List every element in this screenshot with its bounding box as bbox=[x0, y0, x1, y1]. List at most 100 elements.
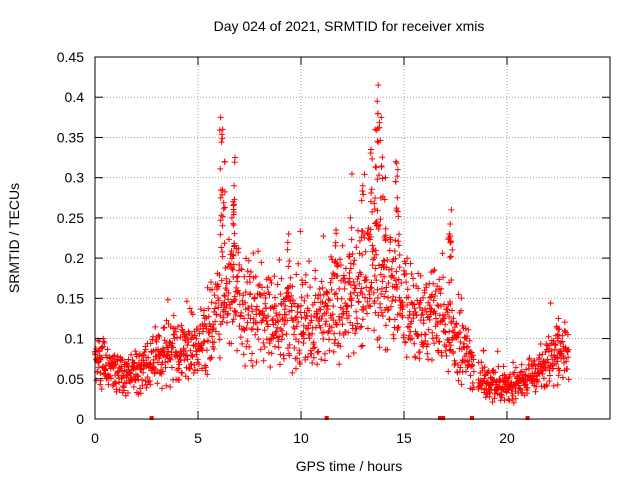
data-point bbox=[361, 294, 368, 301]
data-point bbox=[123, 380, 130, 387]
data-point bbox=[97, 369, 104, 376]
data-point bbox=[297, 228, 304, 235]
data-point bbox=[372, 309, 379, 316]
data-point bbox=[216, 354, 223, 361]
data-point bbox=[225, 296, 232, 303]
data-point bbox=[470, 368, 477, 375]
data-point bbox=[279, 327, 286, 334]
data-point bbox=[195, 361, 202, 368]
data-point bbox=[249, 308, 256, 315]
data-point bbox=[385, 306, 392, 313]
data-point bbox=[365, 302, 372, 309]
data-point bbox=[457, 364, 464, 371]
data-point bbox=[382, 225, 389, 232]
data-point bbox=[559, 332, 566, 339]
data-point bbox=[350, 350, 357, 357]
chart-title: Day 024 of 2021, SRMTID for receiver xmi… bbox=[214, 18, 485, 34]
data-point bbox=[273, 302, 280, 309]
data-point bbox=[299, 277, 306, 284]
data-point bbox=[300, 335, 307, 342]
data-point bbox=[351, 289, 358, 296]
data-point bbox=[246, 273, 253, 280]
data-point bbox=[211, 339, 218, 346]
data-point bbox=[551, 341, 558, 348]
data-point bbox=[228, 255, 235, 262]
data-point bbox=[119, 355, 126, 362]
data-point bbox=[165, 348, 172, 355]
data-point bbox=[225, 236, 232, 243]
data-point bbox=[530, 373, 537, 380]
data-point bbox=[338, 295, 345, 302]
data-point bbox=[369, 155, 376, 162]
data-point bbox=[511, 369, 518, 376]
data-point bbox=[166, 355, 173, 362]
data-point bbox=[215, 297, 222, 304]
data-point bbox=[261, 343, 268, 350]
data-point bbox=[543, 341, 550, 348]
data-point bbox=[218, 244, 225, 251]
data-point bbox=[385, 294, 392, 301]
data-point bbox=[161, 324, 168, 331]
data-point bbox=[457, 329, 464, 336]
data-point bbox=[219, 213, 226, 220]
data-point bbox=[227, 305, 234, 312]
data-point bbox=[564, 331, 571, 338]
data-point bbox=[434, 347, 441, 354]
data-point bbox=[217, 194, 224, 201]
data-point bbox=[419, 307, 426, 314]
data-point bbox=[456, 345, 463, 352]
data-point bbox=[302, 271, 309, 278]
data-point bbox=[160, 346, 167, 353]
data-point bbox=[457, 339, 464, 346]
data-point bbox=[257, 346, 264, 353]
data-point bbox=[167, 384, 174, 391]
data-point bbox=[284, 345, 291, 352]
data-point bbox=[161, 337, 168, 344]
data-point bbox=[485, 386, 492, 393]
data-point bbox=[453, 321, 460, 328]
data-point bbox=[308, 317, 315, 324]
bottom-marker bbox=[438, 416, 443, 420]
data-point bbox=[268, 280, 275, 287]
data-point bbox=[282, 311, 289, 318]
data-point bbox=[183, 298, 190, 305]
data-point bbox=[157, 351, 164, 358]
data-point bbox=[495, 363, 502, 370]
data-point bbox=[373, 277, 380, 284]
data-point bbox=[216, 331, 223, 338]
data-point bbox=[369, 262, 376, 269]
data-point bbox=[348, 170, 355, 177]
data-point bbox=[340, 275, 347, 282]
data-point bbox=[276, 256, 283, 263]
data-point bbox=[291, 345, 298, 352]
data-point bbox=[207, 355, 214, 362]
data-point bbox=[359, 290, 366, 297]
data-point bbox=[420, 320, 427, 327]
data-point bbox=[184, 351, 191, 358]
data-point bbox=[99, 343, 106, 350]
data-point bbox=[353, 244, 360, 251]
data-points bbox=[92, 82, 572, 406]
data-point bbox=[273, 312, 280, 319]
data-point bbox=[430, 280, 437, 287]
data-point bbox=[376, 124, 383, 131]
data-point bbox=[369, 242, 376, 249]
data-point bbox=[424, 350, 431, 357]
data-point bbox=[396, 231, 403, 238]
data-point bbox=[335, 313, 342, 320]
data-point bbox=[162, 364, 169, 371]
data-point bbox=[319, 299, 326, 306]
data-point bbox=[394, 327, 401, 334]
data-point bbox=[311, 344, 318, 351]
data-point bbox=[432, 288, 439, 295]
data-point bbox=[533, 383, 540, 390]
data-point bbox=[271, 294, 278, 301]
data-point bbox=[447, 342, 454, 349]
data-point bbox=[269, 331, 276, 338]
data-point bbox=[221, 292, 228, 299]
data-point bbox=[223, 275, 230, 282]
data-point bbox=[358, 234, 365, 241]
data-point bbox=[516, 372, 523, 379]
data-point bbox=[534, 378, 541, 385]
data-point bbox=[274, 324, 281, 331]
